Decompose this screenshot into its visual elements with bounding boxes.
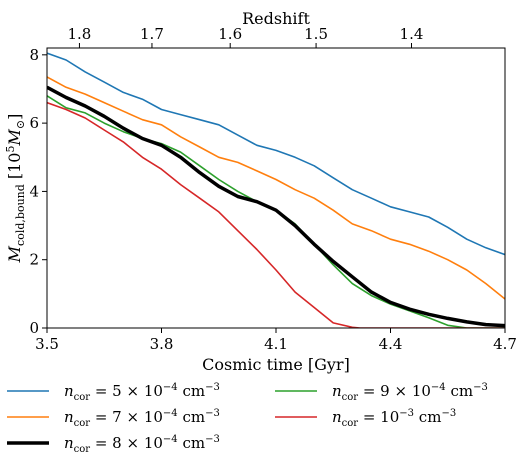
plot-frame: [46, 47, 506, 329]
legend-label: ncor = 8 × 10−4 cm−3: [64, 434, 220, 455]
legend-label: ncor = 5 × 10−4 cm−3: [64, 382, 220, 403]
legend-label: ncor = 9 × 10−4 cm−3: [332, 382, 488, 403]
top-tick-label: 1.6: [218, 25, 242, 43]
top-tick-label: 1.8: [68, 25, 92, 43]
legend-label: ncor = 10−3 cm−3: [332, 408, 456, 429]
top-tick-label: 1.4: [400, 25, 424, 43]
y-tick-label: 0: [29, 319, 39, 337]
series-line-0: [47, 52, 505, 256]
legend: ncor = 5 × 10−4 cm−3 ncor = 9 × 10−4 cm−3…: [7, 382, 488, 455]
series-line-1: [47, 76, 505, 300]
series-lines: [47, 52, 505, 328]
top-tick-label: 1.7: [140, 25, 164, 43]
top-tick-label: 1.5: [304, 25, 328, 43]
top-axis-title: Redshift: [242, 9, 310, 28]
legend-label: ncor = 7 × 10−4 cm−3: [64, 408, 220, 429]
y-axis-title: Mcold,bound [105M⊙]: [4, 114, 27, 264]
x-tick-label: 4.4: [379, 335, 403, 353]
axes: 3.5 3.8 4.1 4.4 4.7 0 2 4 6 8 1.8 1.7 1.6 1.5 1.4 Redsh…: [4, 9, 517, 374]
x-axis-title: Cosmic time [Gyr]: [202, 355, 350, 374]
y-tick-label: 4: [29, 182, 39, 200]
series-line-4: [47, 85, 505, 328]
y-tick-label: 6: [29, 114, 39, 132]
x-tick-label: 3.5: [35, 335, 59, 353]
x-tick-label: 4.7: [493, 335, 517, 353]
y-tick-label: 2: [29, 251, 39, 269]
y-tick-label: 8: [29, 46, 39, 64]
series-line-3: [47, 101, 505, 328]
x-tick-label: 3.8: [150, 335, 174, 353]
x-tick-label: 4.1: [264, 335, 288, 353]
